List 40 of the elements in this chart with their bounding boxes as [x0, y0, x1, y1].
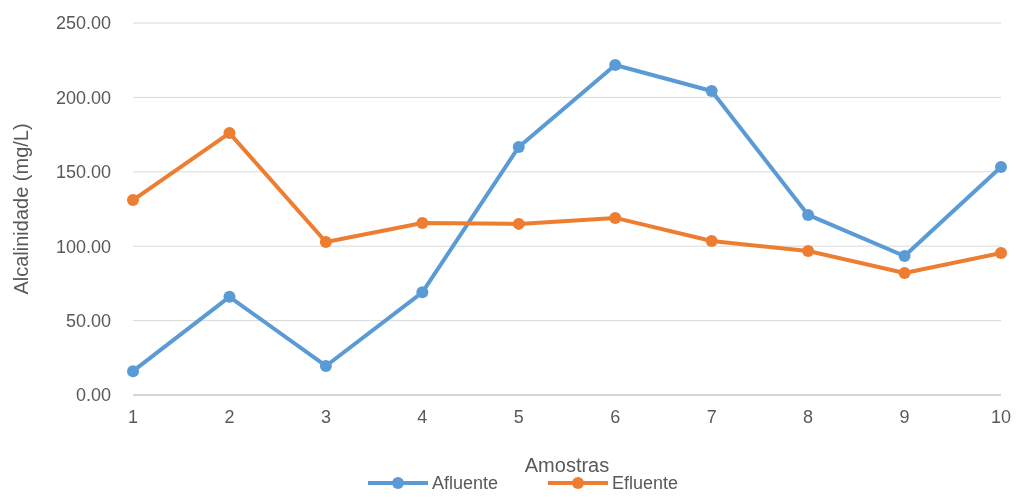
point [512, 217, 525, 230]
x-tick-label: 7 [706, 407, 717, 427]
point [995, 161, 1007, 174]
x-tick-label: 8 [803, 407, 814, 427]
x-tick-label: 5 [513, 407, 524, 427]
y-axis-title: Alcalinidade (mg/L) [10, 123, 32, 295]
y-tick-label: 100.00 [55, 236, 111, 257]
y-tick-label: 150.00 [55, 162, 111, 183]
point [802, 244, 815, 257]
point [512, 140, 525, 153]
point [898, 250, 911, 263]
y-tick-label: 50.00 [65, 310, 111, 331]
y-tick-label: 0.00 [75, 385, 111, 406]
point [319, 236, 332, 249]
x-tick-label: 6 [610, 407, 621, 427]
point [609, 211, 622, 224]
x-tick-label: 2 [224, 407, 235, 427]
point [995, 247, 1007, 260]
point [319, 359, 332, 372]
y-tick-label: 250.00 [55, 13, 111, 34]
point [127, 194, 139, 207]
x-tick-label: 1 [127, 407, 139, 427]
x-axis-title: Amostras [524, 454, 610, 476]
x-tick-label: 9 [899, 407, 910, 427]
point [416, 216, 429, 229]
legend-label: Efluente [612, 473, 679, 493]
x-tick-label: 3 [320, 407, 331, 427]
y-tick-label: 200.00 [55, 87, 111, 108]
x-tick-label: 10 [990, 407, 1012, 427]
x-tick-label: 4 [417, 407, 428, 427]
point [609, 58, 622, 71]
point [705, 85, 718, 97]
point [416, 286, 429, 299]
point [223, 127, 236, 140]
point [802, 208, 815, 221]
point [223, 290, 236, 303]
legend-label: Afluente [432, 473, 499, 493]
point [127, 365, 139, 378]
point [898, 266, 911, 279]
point [705, 234, 718, 247]
